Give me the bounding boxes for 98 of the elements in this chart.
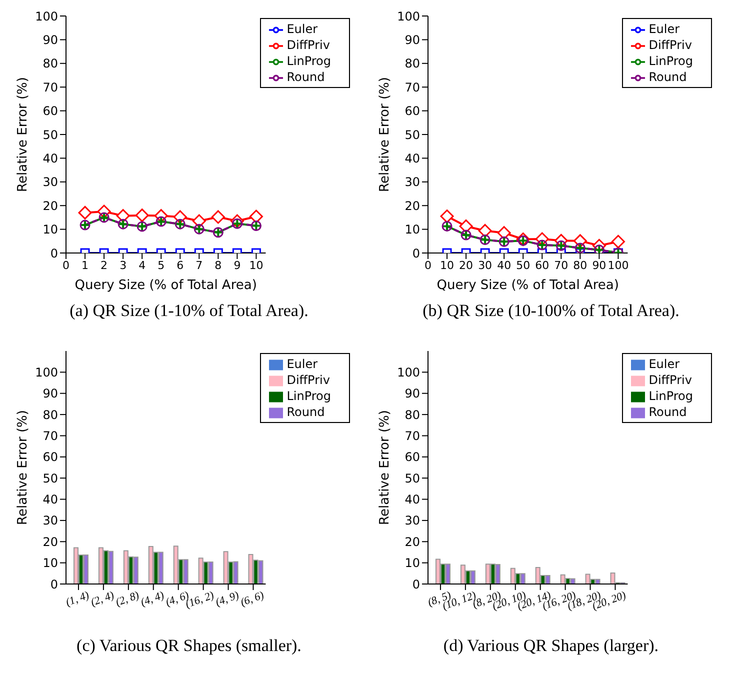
- legend-label: DiffPriv: [286, 373, 330, 387]
- y-tick-label: 20: [404, 198, 420, 213]
- x-tick-label: (4, 4): [139, 589, 166, 609]
- x-tick-label: 3: [120, 258, 127, 272]
- legend-label: Euler: [286, 357, 318, 371]
- x-tick-label: (4, 9): [214, 589, 241, 609]
- x-tick-label: 80: [573, 258, 588, 272]
- y-tick-label: 70: [42, 80, 58, 94]
- x-tick-label: 1: [82, 258, 89, 272]
- y-tick-label: 100: [397, 9, 420, 24]
- x-tick-label: 2: [100, 258, 108, 272]
- legend-label: LinProg: [648, 54, 693, 68]
- y-tick-label: 40: [404, 492, 420, 507]
- legend-label: Round: [648, 405, 687, 419]
- y-tick-label: 30: [404, 514, 420, 528]
- y-tick-label: 70: [404, 80, 420, 94]
- y-tick-label: 0: [50, 246, 58, 260]
- y-tick-label: 60: [42, 450, 58, 464]
- y-tick-label: 10: [42, 222, 58, 237]
- y-tick-label: 80: [404, 408, 420, 422]
- x-tick-label: (2, 8): [114, 589, 142, 609]
- text: (b) QR Size (10-100% of Total Area).: [422, 301, 680, 321]
- x-tick-label: 100: [608, 258, 629, 272]
- legend-label: Round: [286, 70, 325, 84]
- x-axis-title: Query Size (% of Total Area): [74, 278, 257, 293]
- x-tick-label: 10: [249, 258, 264, 272]
- y-tick-label: 70: [42, 428, 58, 443]
- legend-label: LinProg: [286, 389, 331, 403]
- x-tick-label: 4: [138, 258, 146, 272]
- legend-label: Euler: [286, 22, 318, 36]
- x-tick-label: 70: [554, 258, 568, 272]
- y-tick-label: 100: [35, 365, 58, 380]
- x-tick-label: 0: [62, 258, 70, 272]
- y-tick-label: 10: [404, 556, 420, 570]
- y-tick-label: 70: [404, 428, 420, 443]
- x-tick-label: (1, 4): [64, 589, 92, 609]
- y-tick-label: 30: [42, 514, 58, 528]
- legend-label: Round: [648, 70, 687, 84]
- y-tick-label: 40: [42, 151, 58, 166]
- y-tick-label: 90: [404, 386, 420, 401]
- y-axis-title: Relative Error (%): [378, 77, 393, 192]
- x-tick-label: 50: [516, 258, 530, 272]
- y-tick-label: 40: [404, 151, 420, 166]
- x-tick-label: (2, 4): [89, 589, 116, 609]
- text: (c) Various QR Shapes (smaller).: [76, 636, 302, 656]
- y-tick-label: 50: [404, 471, 420, 486]
- y-axis-title: Relative Error (%): [16, 410, 31, 525]
- y-axis-title: Relative Error (%): [16, 77, 31, 192]
- x-tick-label: 0: [424, 258, 432, 272]
- y-tick-label: 0: [50, 577, 58, 592]
- y-tick-label: 50: [42, 128, 58, 142]
- x-tick-label: 9: [234, 258, 241, 272]
- y-tick-label: 90: [42, 386, 58, 401]
- x-tick-label: 10: [440, 258, 454, 272]
- x-tick-label: 30: [478, 258, 492, 272]
- y-tick-label: 10: [404, 222, 420, 237]
- y-tick-label: 20: [42, 198, 58, 213]
- y-tick-label: 30: [404, 175, 420, 190]
- y-tick-label: 60: [404, 450, 420, 464]
- y-tick-label: 100: [397, 365, 420, 380]
- x-tick-label: 5: [158, 258, 165, 272]
- x-tick-label: 7: [196, 258, 203, 272]
- y-tick-label: 20: [42, 534, 58, 549]
- legend-label: DiffPriv: [648, 373, 692, 387]
- x-tick-label: 40: [497, 258, 512, 272]
- y-tick-label: 80: [404, 56, 420, 71]
- legend-label: DiffPriv: [648, 38, 692, 52]
- legend-label: LinProg: [286, 54, 331, 68]
- y-tick-label: 20: [404, 534, 420, 549]
- y-tick-label: 60: [42, 104, 58, 118]
- y-tick-label: 0: [412, 577, 420, 592]
- y-tick-label: 50: [404, 128, 420, 142]
- x-tick-label: 6: [176, 258, 184, 272]
- text: (a) QR Size (1-10% of Total Area).: [68, 301, 310, 321]
- y-tick-label: 30: [42, 175, 58, 190]
- y-tick-label: 90: [404, 32, 420, 47]
- legend-label: Euler: [648, 357, 680, 371]
- text: (d) Various QR Shapes (larger).: [442, 636, 660, 656]
- x-tick-label: 8: [214, 258, 222, 272]
- y-tick-label: 0: [412, 246, 420, 260]
- y-axis-title: Relative Error (%): [378, 410, 393, 525]
- x-tick-label: 60: [535, 258, 550, 272]
- y-tick-label: 10: [42, 556, 58, 570]
- legend-label: DiffPriv: [286, 38, 330, 52]
- y-tick-label: 40: [42, 492, 58, 507]
- y-tick-label: 90: [42, 32, 58, 47]
- x-tick-label: 20: [459, 258, 474, 272]
- legend-label: LinProg: [648, 389, 693, 403]
- y-tick-label: 50: [42, 471, 58, 486]
- y-tick-label: 80: [42, 408, 58, 422]
- y-tick-label: 100: [35, 9, 58, 24]
- x-tick-label: 90: [592, 258, 606, 272]
- x-axis-title: Query Size (% of Total Area): [436, 278, 619, 293]
- y-tick-label: 60: [404, 104, 420, 118]
- legend-label: Round: [286, 405, 325, 419]
- legend-label: Euler: [648, 22, 680, 36]
- x-tick-label: (6, 6): [239, 589, 266, 609]
- y-tick-label: 80: [42, 56, 58, 71]
